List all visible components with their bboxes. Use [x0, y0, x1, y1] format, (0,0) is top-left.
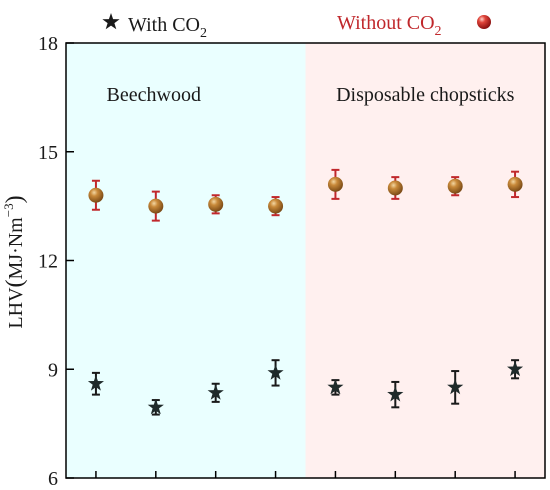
legend-sphere-marker [477, 15, 491, 29]
legend-label-without-co2: Without CO2 [337, 12, 442, 39]
data-point-star [207, 384, 224, 400]
y-tick-label: 6 [48, 468, 58, 490]
data-point-star [447, 378, 464, 395]
data-point-sphere [88, 187, 104, 203]
data-point-sphere [268, 198, 284, 214]
data-point-sphere [327, 176, 343, 192]
group-background-0 [66, 43, 306, 478]
group-backgrounds [66, 43, 545, 478]
group-label-disposable-chopsticks: Disposable chopsticks [336, 84, 515, 106]
y-tick-label: 12 [38, 251, 58, 273]
data-point-star [507, 360, 524, 377]
legend-item-with-co2: With CO2 [102, 13, 207, 41]
data-point-sphere [387, 180, 403, 196]
data-point-sphere [208, 196, 224, 212]
group-label-beechwood: Beechwood [107, 84, 201, 106]
axis-ticks: 6 9 12 15 18 [38, 33, 516, 490]
y-tick-label: 9 [48, 359, 58, 381]
data-point-star [267, 364, 284, 380]
data-point-star [87, 375, 104, 391]
data-point-sphere [148, 198, 164, 214]
data-point-star [327, 378, 344, 395]
data-point-star [387, 386, 404, 402]
legend: With CO2 Without CO2 [102, 12, 491, 41]
group-background-1 [305, 43, 545, 478]
legend-star-marker [102, 13, 120, 30]
legend-item-without-co2: Without CO2 [337, 12, 491, 39]
data-point-sphere [507, 176, 523, 192]
data-point-sphere [447, 178, 463, 194]
legend-label-with-co2: With CO2 [128, 14, 207, 41]
data-marks [87, 168, 524, 416]
y-tick-label: 15 [38, 142, 58, 164]
data-point-star [147, 398, 164, 415]
y-axis-label: LHV(MJ·Nm−3) [1, 195, 28, 328]
plot-frame [65, 42, 546, 479]
y-tick-label: 18 [38, 33, 58, 55]
